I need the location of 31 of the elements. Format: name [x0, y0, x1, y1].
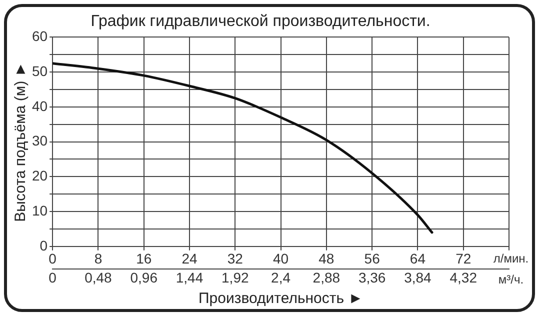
- y-tick-label: 10: [32, 202, 48, 218]
- x2-tick-label: 4,32: [450, 269, 478, 286]
- x-tick-label: 16: [136, 250, 152, 267]
- x-tick-label: 24: [182, 250, 198, 267]
- x2-tick-label: 1,44: [176, 269, 204, 286]
- x-tick-label: 32: [227, 250, 244, 267]
- x2-tick-label: 2,88: [312, 269, 340, 286]
- chart-title: График гидравлической производительности.: [90, 13, 430, 30]
- x-tick-label: 72: [456, 250, 472, 267]
- x2-tick-label: 2,4: [271, 269, 291, 286]
- y-tick-label: 50: [32, 62, 48, 79]
- y-axis-title: Высота подъёма (м) ►: [12, 62, 30, 222]
- text: м³/ч.: [498, 272, 524, 287]
- x-tick-label: 40: [272, 250, 289, 267]
- y-tick-label: 0: [40, 237, 48, 254]
- y-tick-label: 40: [32, 98, 48, 114]
- x-tick-label: 64: [410, 250, 426, 267]
- x-tick-label: 56: [364, 250, 380, 267]
- x-tick-label: 48: [318, 250, 334, 267]
- x2-tick-label: 0,96: [130, 269, 158, 286]
- x2-tick-label: 3,36: [358, 269, 386, 286]
- x-axis-title: Производительность ►: [198, 290, 364, 308]
- x2-tick-label: 0,48: [84, 269, 112, 286]
- x-tick-label: 8: [94, 250, 102, 267]
- line-series: [52, 62, 434, 234]
- x2-tick-label: 1,92: [222, 269, 249, 286]
- x2-tick-label: 3,84: [404, 269, 432, 286]
- y-tick-label: 20: [32, 168, 48, 184]
- y-tick-label: 60: [32, 28, 48, 44]
- text: л/мин.: [493, 252, 529, 266]
- y-tick-label: 30: [32, 132, 48, 149]
